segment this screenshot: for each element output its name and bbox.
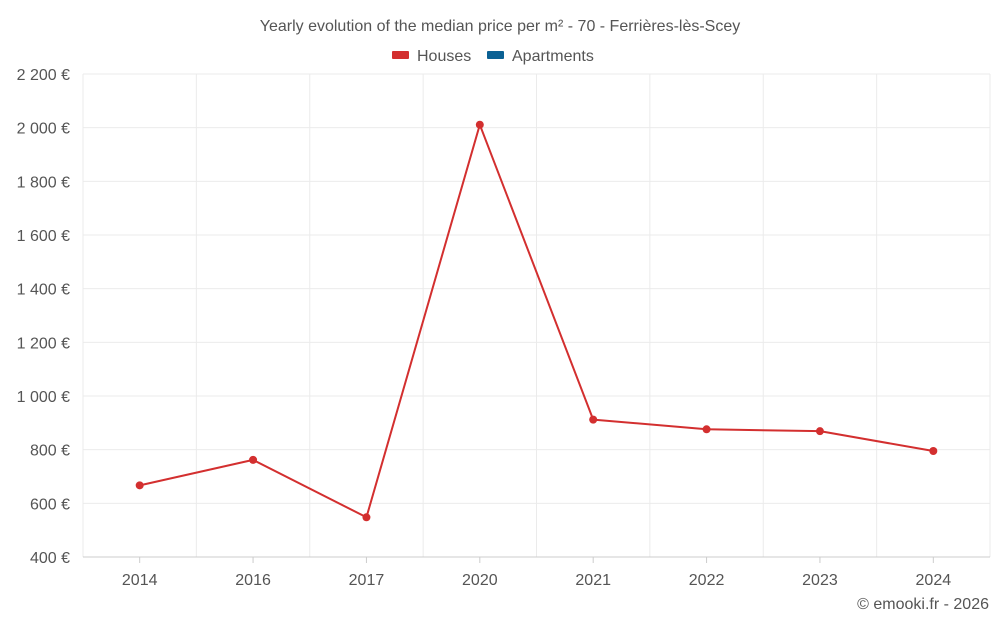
legend-item-houses[interactable]: Houses xyxy=(392,48,471,65)
legend-swatch-houses xyxy=(392,51,409,59)
gridlines xyxy=(82,73,991,557)
y-tick-label: 1 800 € xyxy=(17,174,70,191)
y-tick-label: 800 € xyxy=(30,443,70,460)
x-tick-label: 2017 xyxy=(349,572,385,589)
x-tick-label: 2023 xyxy=(802,572,838,589)
x-tick-label: 2016 xyxy=(235,572,271,589)
data-point-houses[interactable] xyxy=(135,481,144,490)
y-axis: 400 € 600 € 800 € 1 000 € 1 200 € 1 400 € 1 60… xyxy=(17,67,70,567)
y-tick-label: 600 € xyxy=(30,496,70,513)
y-tick-label: 2 000 € xyxy=(17,121,70,138)
x-tick-label: 2021 xyxy=(575,572,611,589)
data-point-houses[interactable] xyxy=(475,120,484,129)
series-line-houses xyxy=(139,123,934,519)
legend-item-apartments[interactable]: Apartments xyxy=(487,48,594,65)
data-point-houses[interactable] xyxy=(589,415,598,424)
x-tick-label: 2024 xyxy=(916,572,952,589)
data-point-houses[interactable] xyxy=(702,425,711,434)
legend-label-apartments: Apartments xyxy=(512,48,594,65)
data-point-houses[interactable] xyxy=(929,447,938,456)
legend: Houses Apartments xyxy=(392,48,594,65)
data-point-houses[interactable] xyxy=(815,427,824,436)
x-axis: 2014 2016 2017 2020 2021 2022 2023 2024 xyxy=(83,556,990,589)
data-point-houses[interactable] xyxy=(249,455,258,464)
legend-label-houses: Houses xyxy=(417,48,471,65)
chart-title: Yearly evolution of the median price per… xyxy=(260,18,741,35)
data-point-houses[interactable] xyxy=(362,513,371,522)
y-tick-label: 1 600 € xyxy=(17,228,70,245)
y-tick-label: 1 400 € xyxy=(17,282,70,299)
y-tick-label: 2 200 € xyxy=(17,67,70,84)
credit-text: © emooki.fr - 2026 xyxy=(857,596,989,613)
y-tick-label: 400 € xyxy=(30,550,70,567)
series-layer xyxy=(135,120,938,522)
x-tick-label: 2020 xyxy=(462,572,498,589)
y-tick-label: 1 200 € xyxy=(17,335,70,352)
x-tick-label: 2014 xyxy=(122,572,158,589)
legend-swatch-apartments xyxy=(487,51,504,59)
x-tick-label: 2022 xyxy=(689,572,725,589)
y-tick-label: 1 000 € xyxy=(17,389,70,406)
